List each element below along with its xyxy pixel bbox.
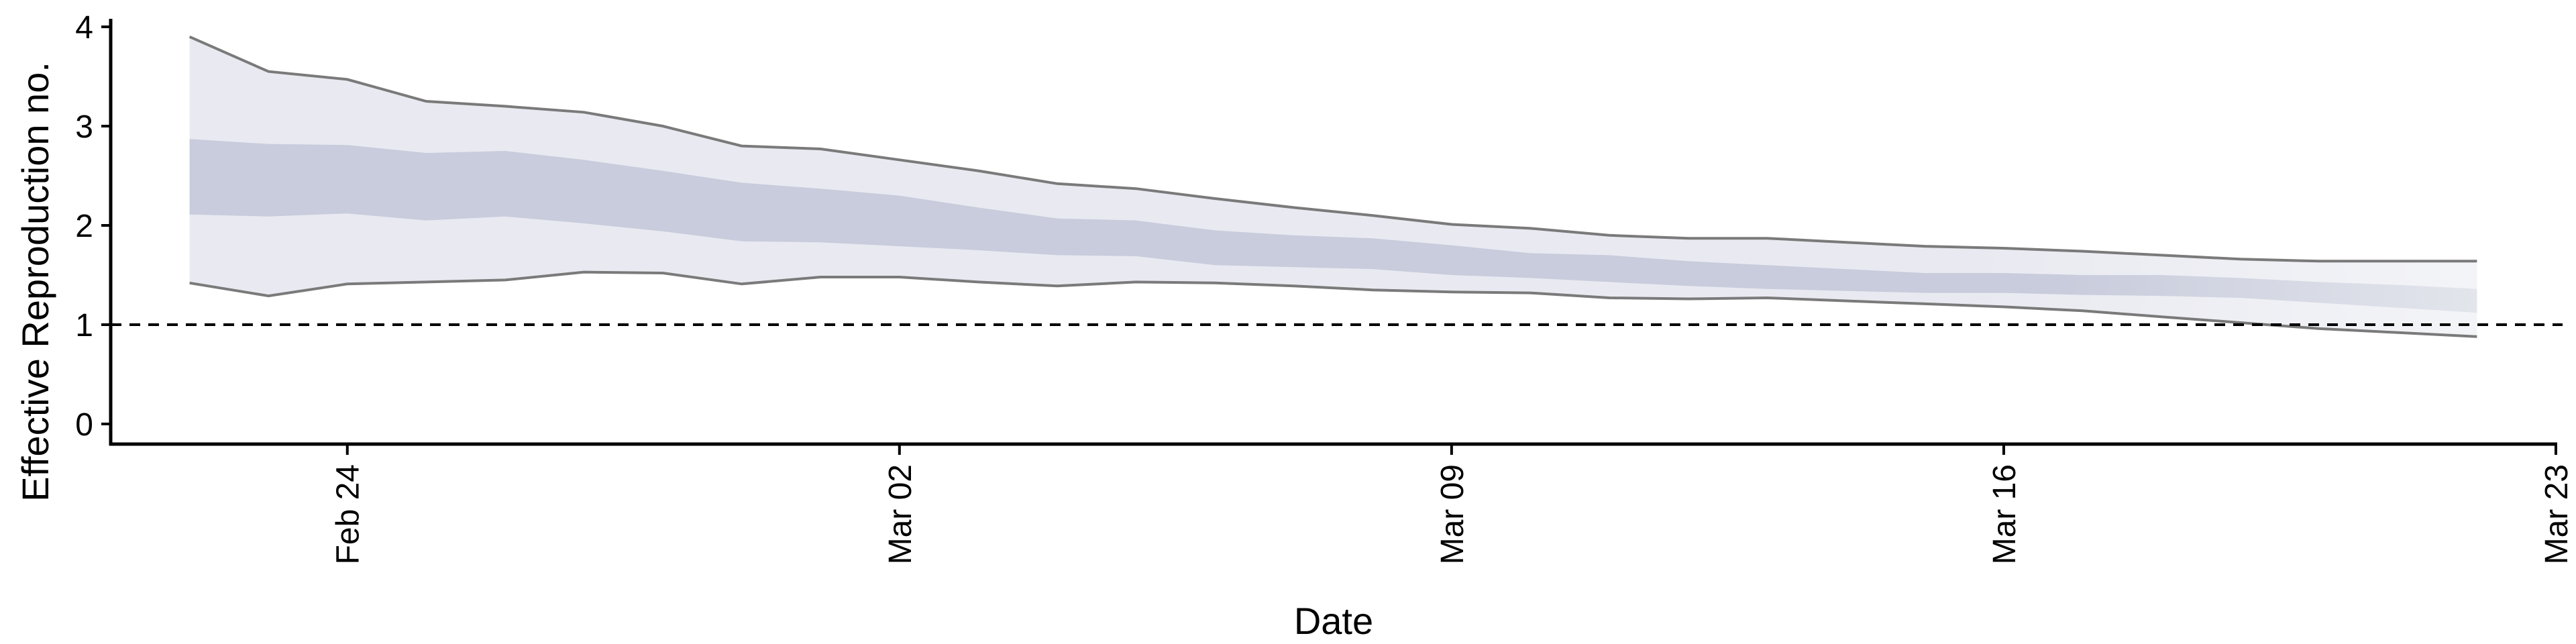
x-tick-label: Mar 09: [1435, 464, 1470, 564]
upper-bound-line: [189, 35, 2477, 263]
bound-lines: [189, 35, 2477, 338]
y-tick-label: 4: [75, 10, 93, 46]
inner-credible-band: [189, 139, 2477, 313]
y-axis-ticks: 0 1 2 3 4: [75, 10, 111, 443]
x-tick-label: Mar 23: [2539, 464, 2575, 564]
lower-bound-line: [189, 270, 2477, 338]
y-tick-label: 0: [75, 407, 93, 443]
y-tick-label: 2: [75, 209, 93, 244]
x-tick-label: Feb 24: [331, 464, 366, 564]
y-tick-label: 3: [75, 109, 93, 145]
uncertainty-bands: [189, 36, 2477, 337]
y-tick-label: 1: [75, 308, 93, 343]
x-axis-ticks: Feb 24 Mar 02 Mar 09 Mar 16 Mar 23: [331, 444, 2575, 564]
outer-credible-band: [189, 36, 2477, 337]
x-tick-label: Mar 16: [1987, 464, 2023, 564]
x-tick-label: Mar 02: [883, 464, 918, 564]
y-axis-title: Effective Reproduction no.: [14, 62, 56, 502]
x-axis-title: Date: [1294, 600, 1373, 642]
axes: [109, 19, 2557, 446]
